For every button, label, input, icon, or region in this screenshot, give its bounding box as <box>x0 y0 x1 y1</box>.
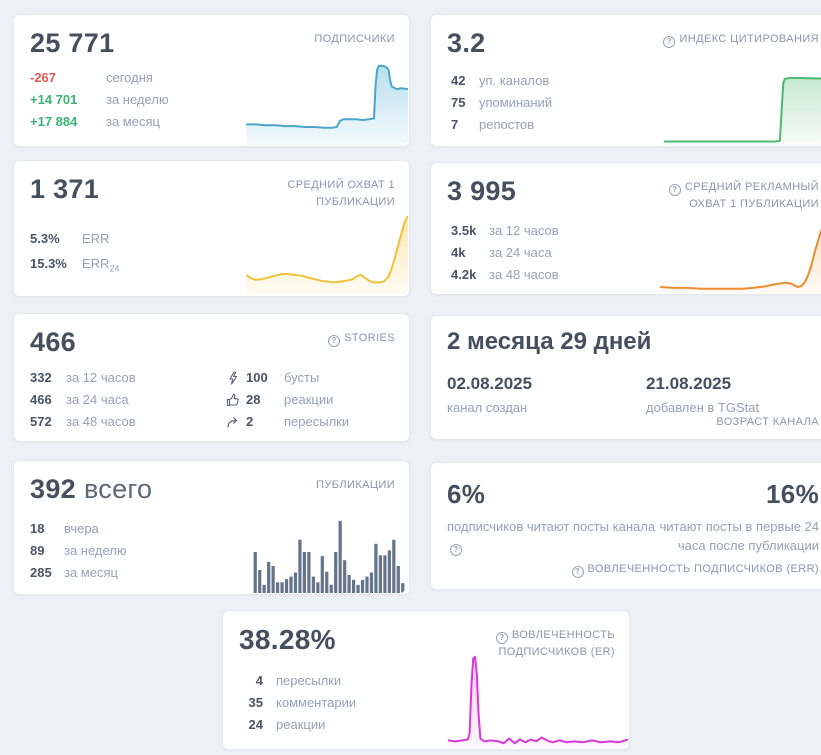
subscribers-card: 25 771 ПОДПИСЧИКИ -267 сегодня +14 701 з… <box>13 14 410 147</box>
delta-month: +17 884 <box>30 114 78 129</box>
stat-row-24h: 4k за 24 часа <box>451 245 552 260</box>
channel-created-block: 02.08.2025 канал создан <box>447 374 533 415</box>
stat-row-reposts: 7 репостов <box>451 117 535 132</box>
stat-row-24h: 466 за 24 часа <box>30 392 129 407</box>
stat-row-err: 5.3% ERR <box>30 231 110 246</box>
average-ad-reach-card: 3 995 ? СРЕДНИЙ РЕКЛАМНЫЙ ОХВАТ 1 ПУБЛИКА… <box>430 162 821 295</box>
help-icon[interactable]: ? <box>663 36 676 48</box>
stories-card: 466 ? STORIES 332 за 12 часов 466 за 24 ч… <box>13 313 410 442</box>
err-read-posts-block: 6% подписчиков читают посты канала? <box>447 479 656 556</box>
err-card: 6% подписчиков читают посты канала? 16% … <box>430 462 821 590</box>
channel-age-card: 2 месяца 29 дней 02.08.2025 канал создан… <box>430 315 821 440</box>
err-read-24h-value: 16% <box>766 479 819 509</box>
delta-today: -267 <box>30 70 57 85</box>
stat-row-reactions: 24 реакции <box>248 717 326 732</box>
citation-sparkline <box>664 59 821 145</box>
average-reach-card-label: СРЕДНИЙ ОХВАТ 1 ПУБЛИКАЦИИ <box>287 179 395 209</box>
publications-stats: 18 вчера 89 за неделю 285 за месяц <box>30 521 127 580</box>
average-ad-reach-card-label: ? СРЕДНИЙ РЕКЛАМНЫЙ ОХВАТ 1 ПУБЛИКАЦИИ <box>634 179 819 213</box>
stories-stats: 332 за 12 часов 466 за 24 часа 572 за 48… <box>30 370 136 429</box>
help-icon[interactable]: ? <box>328 335 341 347</box>
channel-added-date: 21.08.2025 <box>646 374 732 393</box>
average-ad-reach-value: 3 995 <box>447 176 517 206</box>
subscribers-count: 25 771 <box>30 28 115 58</box>
forward-arrow-icon <box>226 415 240 429</box>
boost-lightning-icon <box>226 370 240 385</box>
stat-row-boosts: 100 бусты <box>226 370 349 385</box>
stat-row-48h: 4.2k за 48 часов <box>451 267 559 282</box>
stat-row-today: -267 сегодня <box>30 70 153 85</box>
channel-age-value: 2 месяца 29 дней <box>447 328 652 355</box>
help-icon[interactable]: ? <box>668 184 681 196</box>
er-card-label: ? ВОВЛЕЧЕННОСТЬ ПОДПИСЧИКОВ (ER) <box>485 627 615 661</box>
err-read-posts-value: 6% <box>447 479 486 509</box>
subscribers-stats: -267 сегодня +14 701 за неделю +17 884 з… <box>30 70 169 129</box>
help-icon[interactable]: ? <box>495 632 508 644</box>
stat-row-err24: 15.3% ERR24 <box>30 255 120 274</box>
average-reach-card: 1 371 СРЕДНИЙ ОХВАТ 1 ПУБЛИКАЦИИ 5.3% ER… <box>13 160 410 297</box>
citation-index-card-label: ? ИНДЕКС ЦИТИРОВАНИЯ <box>663 31 819 48</box>
ad-reach-sparkline <box>660 207 821 293</box>
citation-index-value: 3.2 <box>447 28 486 58</box>
publications-count: 392 всего <box>30 474 153 504</box>
stat-row-48h: 572 за 48 часов <box>30 414 136 429</box>
stat-row-comments: 35 комментарии <box>248 695 357 710</box>
stat-row-channels: 42 уп. каналов <box>451 73 550 88</box>
stat-row-week: 89 за неделю <box>30 543 127 558</box>
er-stats: 4 пересылки 35 комментарии 24 реакции <box>239 673 357 732</box>
channel-created-date: 02.08.2025 <box>447 374 533 393</box>
stat-row-12h: 3.5k за 12 часов <box>451 223 559 238</box>
subscribers-sparkline <box>246 59 408 145</box>
thumb-up-icon <box>226 393 240 407</box>
stat-row-month: 285 за месяц <box>30 565 118 580</box>
err-read-24h-block: 16% читают посты в первые 24 часа после … <box>649 479 819 556</box>
stories-card-label: ? STORIES <box>328 330 395 347</box>
stat-row-12h: 332 за 12 часов <box>30 370 136 385</box>
stat-row-mentions: 75 упоминаний <box>451 95 553 110</box>
stat-row-month: +17 884 за месяц <box>30 114 160 129</box>
citation-index-card: 3.2 ? ИНДЕКС ЦИТИРОВАНИЯ 42 уп. каналов 7… <box>430 14 821 147</box>
stat-row-forwards: 4 пересылки <box>255 673 342 688</box>
er-card: 38.28% ? ВОВЛЕЧЕННОСТЬ ПОДПИСЧИКОВ (ER) 4… <box>222 610 630 750</box>
publications-card-label: ПУБЛИКАЦИИ <box>316 479 395 491</box>
subscribers-card-label: ПОДПИСЧИКИ <box>314 33 395 45</box>
citation-stats: 42 уп. каналов 75 упоминаний 7 репостов <box>451 73 552 132</box>
ad-reach-stats: 3.5k за 12 часов 4k за 24 часа 4.2k за 4… <box>451 223 559 282</box>
channel-added-block: 21.08.2025 добавлен в TGStat <box>646 374 760 415</box>
channel-age-card-label: ВОЗРАСТ КАНАЛА <box>716 416 819 428</box>
err-card-label: ? ВОВЛЕЧЕННОСТЬ ПОДПИСЧИКОВ (ERR) <box>571 563 819 578</box>
average-reach-sparkline <box>246 211 408 295</box>
publications-card: 392 всего ПУБЛИКАЦИИ 18 вчера 89 за недел… <box>13 460 410 595</box>
help-icon[interactable]: ? <box>450 543 462 556</box>
er-sparkline <box>448 653 628 748</box>
help-icon[interactable]: ? <box>571 566 584 578</box>
stat-row-forwards: 2 пересылки <box>226 414 349 429</box>
er-value: 38.28% <box>239 624 336 655</box>
stat-row-yesterday: 18 вчера <box>30 521 99 536</box>
average-reach-stats: 5.3% ERR 15.3% ERR24 <box>30 231 119 273</box>
stat-row-week: +14 701 за неделю <box>30 92 169 107</box>
average-reach-value: 1 371 <box>30 174 100 204</box>
delta-week: +14 701 <box>30 92 78 107</box>
stories-count: 466 <box>30 327 76 357</box>
publications-bar-chart <box>253 511 405 593</box>
stories-engagement-stats: 100 бусты 28 реакции 2 пересылки <box>226 370 349 429</box>
stat-row-reactions: 28 реакции <box>226 392 349 407</box>
